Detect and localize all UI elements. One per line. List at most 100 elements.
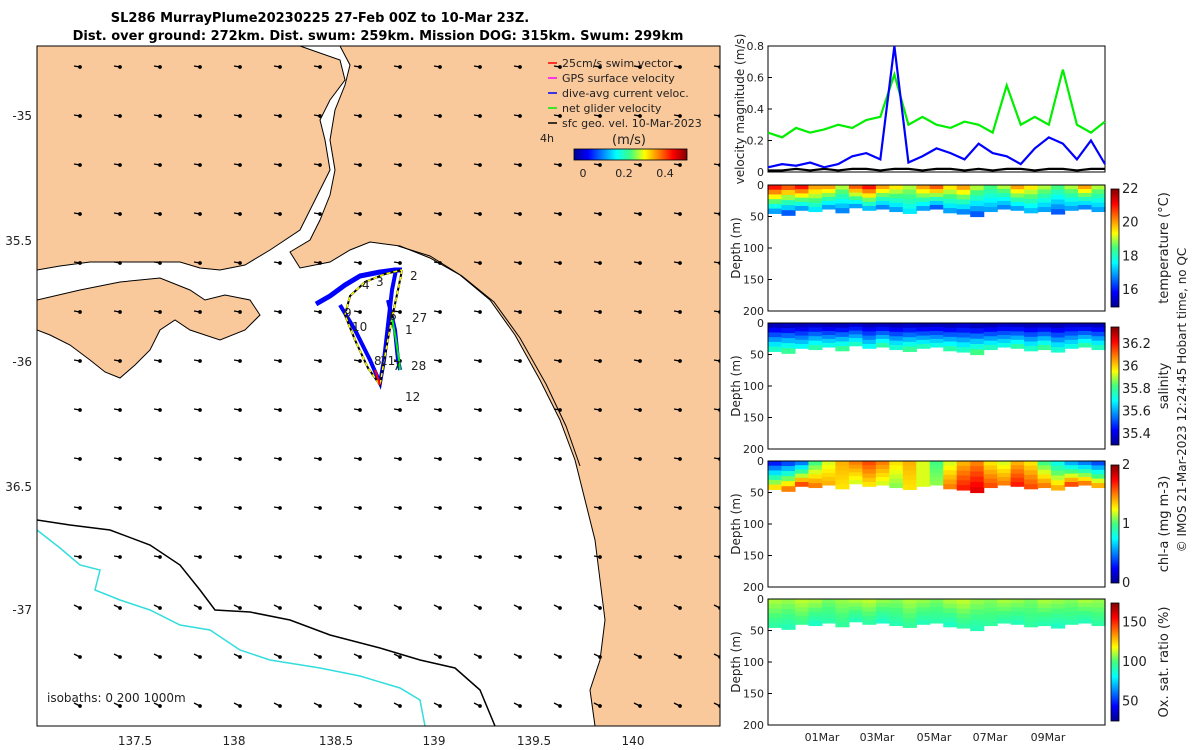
sfc-vector-head [158,555,162,559]
profile-cell [902,203,917,210]
profile-cell [862,469,877,475]
map-legend: 25cm/s swim vector GPS surface velocity … [540,57,702,180]
profile-cell [808,327,823,333]
profile-cell [1078,468,1093,474]
waypoint-label: 8 [374,354,382,368]
map-xtick: 138 [223,734,246,748]
profile-cell [983,185,998,191]
sfc-vector-head [518,655,522,659]
sfc-vector-head [278,212,282,216]
profile-cell [1078,342,1093,348]
profile-cell [835,484,850,490]
profile-cell [929,338,944,344]
profile-cell [916,193,931,199]
profile-cell [808,607,823,613]
profile-cell [943,185,958,191]
profile-cell [1024,198,1039,205]
profile-cell [902,199,917,205]
profile-cell [916,620,931,625]
profile-cell [862,482,877,487]
profile-cell [848,476,863,481]
depth-tick: 100 [743,656,764,669]
profile-cell [1037,207,1052,213]
profile-cell [794,201,810,207]
profile-cell [768,613,783,619]
profile-cell [862,473,877,479]
waypoint-label: 9 [344,306,352,320]
colorbar-tick: 36 [1122,359,1139,374]
sfc-vector-head [558,555,562,559]
profile-cell [902,613,917,619]
depth-tick: 50 [750,349,764,362]
profile-cell [889,207,904,213]
profile-cell [1010,469,1025,475]
velocity-panel: 0 0.2 0.4 0.6 0.8 velocity magnitude (m/s) [733,34,1106,184]
waypoint-label: 27 [412,311,427,325]
profile-cell [997,614,1012,620]
sfc-vector-head [438,506,442,510]
sfc-vector-head [118,163,122,167]
profile-cell [794,603,810,608]
profile-cell [983,345,998,351]
profile-cell [1091,607,1106,613]
profile-cell [1024,484,1039,490]
profile-cell [1010,473,1025,479]
sfc-vector-head [638,408,642,412]
profile-cell [1051,337,1066,343]
profile-cell [943,194,958,200]
profile-cell [1078,204,1093,210]
sfc-vector-head [358,114,362,118]
profile-cell [821,602,836,608]
profile-cell [970,466,985,473]
profile-cell [1064,335,1079,341]
sfc-vector-head [238,359,242,363]
sfc-vector-head [398,555,402,559]
sfc-vector-head [438,359,442,363]
profile-cell [794,327,810,332]
profile-cell [997,204,1012,210]
profile-cell [970,620,985,626]
profile-cell [916,197,931,203]
sfc-vector-head [638,212,642,216]
profile-cell [821,614,836,620]
profile-cell [848,599,863,604]
sfc-vector-head [398,65,402,69]
profile-cell [997,342,1012,348]
profile-cell [781,333,796,339]
profile-cell [997,196,1012,202]
profile-cell [929,461,944,466]
profile-cell [889,607,904,613]
profile-cell [1091,336,1106,342]
profile-cell [808,198,823,204]
waypoint-label: 7 [393,359,401,373]
profile-cell [1051,623,1066,629]
profile-cell [902,599,917,605]
profile-cell [1037,461,1052,467]
profile-cell [848,196,863,201]
sfc-vector-head [198,310,202,314]
profile-cell [929,476,944,482]
profile-cell [943,346,958,352]
sfc-vector-head [278,408,282,412]
profile-cell [1091,483,1106,489]
sfc-vector-head [278,163,282,167]
profile-cell [1064,206,1079,211]
profile-cell [983,331,998,337]
sfc-vector-head [198,457,202,461]
profile-cell [808,189,823,195]
profile-cell [808,461,823,467]
profile-cell [929,185,944,190]
profile-cell [1010,344,1025,349]
profile-cell [1091,340,1106,346]
profile-cell [916,185,931,190]
profile-cell [848,479,863,485]
colorbar-tick: 16 [1122,283,1139,298]
sfc-vector-head [398,606,402,610]
profile-cell [929,204,944,210]
profile-cell [821,323,836,328]
profile-cell [1078,326,1093,332]
sfc-vector-head [118,310,122,314]
profile-cell [983,612,998,618]
profile-cell [768,323,783,329]
depth-tick: 0 [757,593,764,606]
